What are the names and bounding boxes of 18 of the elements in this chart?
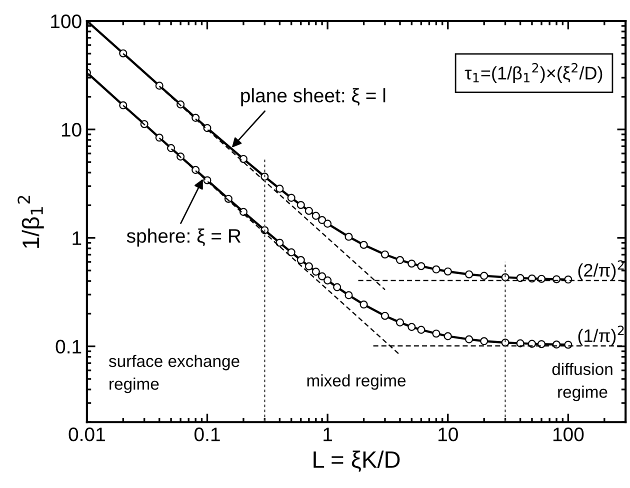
annotation: τ$_{1}$=(1/β$_{1}$$^{2}$)×(ξ$^{2}$/D) [464,63,602,84]
x-tick-label: 10 [438,427,458,442]
y-tick-label: 0.1 [56,340,82,354]
annotation: (1/π)$^{2}$ [578,326,624,346]
y-tick-label: 10 [62,122,82,137]
y-tick-label: 1 [72,232,82,245]
annotation: mixed regime [307,374,406,390]
x-tick-label: 1 [324,428,332,442]
x-tick-label: 0.1 [194,427,220,442]
x-axis-title: L = ξK/D [314,450,400,472]
y-axis-title: 1/β$_{1}$$^{2}$ [18,196,44,248]
annotation: sphere: ξ = R [126,228,241,247]
annotation: surface exchange regime [108,354,240,394]
y-tick-label: 100 [51,14,82,28]
annotation: diffusion regime [552,362,612,402]
x-tick-label: 100 [553,427,584,442]
x-tick-label: 0.01 [68,427,105,442]
annotation: plane sheet: ξ = l [241,88,386,106]
